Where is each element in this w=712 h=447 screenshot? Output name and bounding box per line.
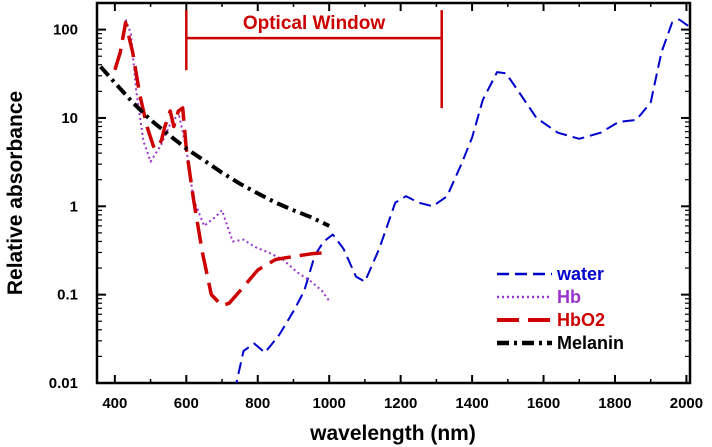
x-tick-label: 1600: [527, 395, 560, 412]
axis-ticks: [97, 2, 690, 384]
x-tick-label: 400: [102, 395, 127, 412]
y-tick-label: 0.1: [57, 287, 78, 304]
y-tick-label: 100: [53, 22, 78, 39]
y-tick-label: 1: [70, 198, 78, 215]
x-tick-label: 1000: [313, 395, 346, 412]
y-tick-label: 10: [61, 110, 78, 127]
series-line-hb: [124, 19, 331, 302]
x-tick-label: 1400: [455, 395, 488, 412]
y-axis-label: Relative absorbance: [4, 91, 27, 295]
x-tick-label: 800: [245, 395, 270, 412]
legend-label-melanin: Melanin: [557, 333, 624, 353]
optical-window-annotation: Optical Window: [185, 10, 443, 109]
plot-area: [95, 1, 692, 385]
series-lines: [99, 18, 689, 383]
optical-window-label: Optical Window: [243, 13, 386, 34]
x-tick-label: 2000: [670, 395, 703, 412]
series-line-water: [235, 18, 689, 383]
series-line-hbo2: [113, 20, 330, 308]
x-tick-label: 600: [174, 395, 199, 412]
y-tick-label: 0.01: [49, 375, 78, 392]
legend-label-water: water: [556, 264, 604, 284]
axis-tick-labels: 400 600 800 1000 1200 1400 1600 1800 2000 0.01 0.1…: [49, 22, 703, 412]
x-tick-label: 1200: [384, 395, 417, 412]
x-axis-label: wavelength (nm): [309, 422, 476, 445]
legend: water Hb HbO2 Melanin: [497, 264, 624, 353]
x-tick-label: 1800: [598, 395, 631, 412]
series-line-melanin: [99, 65, 331, 228]
legend-label-hbo2: HbO2: [557, 310, 605, 330]
legend-label-hb: Hb: [557, 287, 581, 307]
